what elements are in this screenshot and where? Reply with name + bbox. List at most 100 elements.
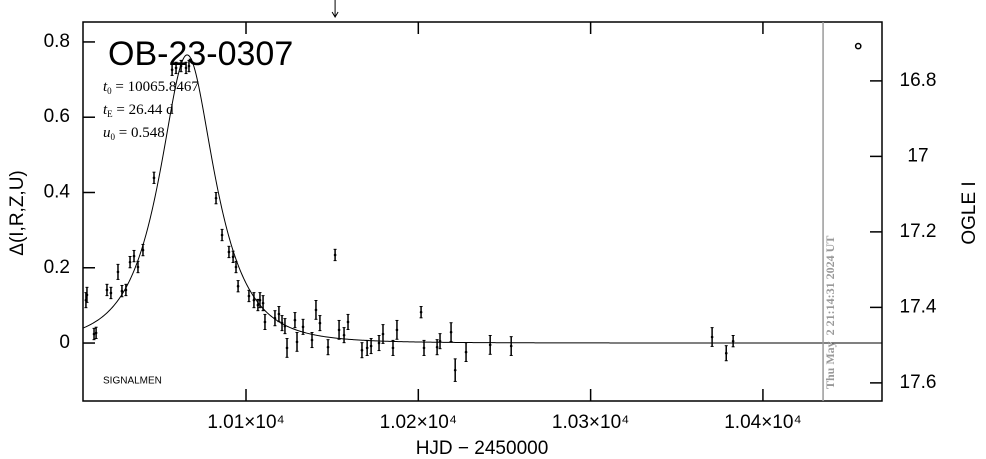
data-point	[109, 286, 113, 300]
data-point	[283, 318, 287, 335]
param-separator: =	[115, 125, 131, 141]
point	[326, 345, 330, 349]
data-point	[94, 326, 98, 340]
point	[263, 320, 267, 324]
point	[369, 344, 373, 348]
footnote: SIGNALMEN	[103, 376, 162, 387]
param-label: tE = 26.44 d	[103, 102, 174, 119]
point	[346, 320, 350, 324]
point	[293, 318, 297, 322]
data-point	[152, 171, 156, 184]
point	[252, 298, 256, 302]
point	[301, 325, 305, 329]
point	[337, 328, 341, 332]
data-point	[435, 339, 439, 356]
point	[256, 303, 260, 307]
point	[731, 339, 735, 343]
point	[236, 284, 240, 288]
point	[283, 324, 287, 328]
y2-tick-label: 16.8	[900, 70, 937, 91]
param-subscript: 0	[111, 132, 116, 142]
param-subscript: 0	[107, 86, 112, 96]
param-symbol: t	[103, 79, 108, 95]
point	[488, 343, 492, 347]
data-point	[365, 339, 369, 356]
y2-tick-label: 17	[907, 145, 928, 166]
point	[220, 233, 224, 237]
data-point	[263, 313, 267, 330]
data-point	[381, 324, 385, 344]
point	[120, 289, 124, 293]
param-subscript: E	[107, 109, 113, 119]
point	[381, 332, 385, 336]
point	[85, 293, 89, 297]
y-tick-label: 0.6	[44, 106, 70, 127]
data-point	[227, 245, 231, 259]
point	[422, 346, 426, 350]
data-point	[234, 260, 238, 274]
data-point	[128, 255, 132, 269]
y-tick-label: 0.2	[44, 257, 70, 278]
data-point	[346, 313, 350, 330]
data-point	[273, 310, 277, 327]
data-point	[105, 283, 109, 297]
data-point	[247, 289, 251, 303]
point	[314, 308, 318, 312]
data-point	[422, 339, 426, 356]
x-axis-label: HJD − 2450000	[416, 438, 549, 459]
data-point	[174, 61, 178, 75]
point	[377, 341, 381, 345]
data-point	[342, 327, 346, 344]
data-point	[395, 319, 399, 340]
data-point	[337, 319, 341, 340]
data-point	[187, 59, 191, 73]
point	[365, 346, 369, 350]
point	[710, 335, 714, 339]
data-point	[301, 318, 305, 335]
data-point	[464, 342, 468, 362]
data-point	[377, 335, 381, 352]
point	[105, 288, 109, 292]
point	[438, 339, 442, 343]
point	[277, 312, 281, 316]
point	[124, 288, 128, 292]
data-point	[184, 61, 188, 75]
point	[184, 66, 188, 70]
x-tick-label: 1.04×10⁴	[724, 412, 801, 433]
data-point	[438, 333, 442, 350]
point	[360, 348, 364, 352]
data-point	[92, 327, 96, 341]
point	[247, 294, 251, 298]
chart-title: OB-23-0307	[108, 35, 293, 73]
point	[128, 260, 132, 264]
point	[116, 270, 120, 274]
param-unit: d	[166, 102, 174, 118]
param-label: t0 = 10065.8467	[103, 79, 199, 96]
data-point	[731, 335, 735, 348]
model-curve	[82, 54, 882, 344]
data-point	[116, 263, 120, 280]
data-point	[256, 298, 260, 312]
point	[395, 328, 399, 332]
y-axis-label: Δ(I,R,Z,U)	[7, 170, 28, 256]
param-symbol: t	[103, 102, 108, 118]
point	[261, 301, 265, 305]
last-marker	[854, 42, 862, 50]
param-value: 26.44	[129, 102, 163, 118]
param-value: 10065.8467	[128, 79, 200, 95]
point	[187, 64, 191, 68]
data-point	[293, 312, 297, 329]
point	[342, 333, 346, 337]
y2-tick-label: 17.2	[900, 221, 937, 242]
param-separator: =	[112, 79, 128, 95]
data-point	[369, 338, 373, 355]
point	[94, 331, 98, 335]
data-point	[280, 315, 284, 332]
data-point	[449, 322, 453, 343]
point	[132, 254, 136, 258]
data-point	[326, 339, 330, 356]
data-point	[419, 306, 423, 319]
point	[453, 368, 457, 372]
point	[724, 351, 728, 355]
data-point	[179, 59, 183, 73]
